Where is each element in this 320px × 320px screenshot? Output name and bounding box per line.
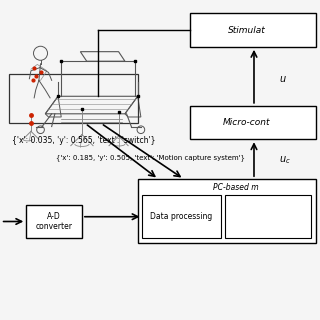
Text: Data processing: Data processing	[150, 212, 212, 221]
Text: Micro-cont: Micro-cont	[223, 118, 271, 127]
Bar	[142, 195, 220, 238]
Bar	[138, 179, 316, 243]
Text: $u_c$: $u_c$	[279, 154, 291, 166]
Text: PC-based m: PC-based m	[213, 183, 259, 192]
Text: $u$: $u$	[279, 74, 287, 84]
Text: Stimulat: Stimulat	[228, 26, 266, 35]
Bar	[9, 74, 138, 123]
Text: {'x': 0.185, 'y': 0.505, 'text': 'Motion capture system'}: {'x': 0.185, 'y': 0.505, 'text': 'Motion…	[56, 154, 245, 161]
Text: A-D
converter: A-D converter	[36, 212, 73, 231]
Text: {'x': 0.035, 'y': 0.565, 'text': 'switch'}: {'x': 0.035, 'y': 0.565, 'text': 'switch…	[12, 136, 155, 145]
Bar	[26, 204, 82, 238]
Bar	[190, 13, 316, 47]
Bar	[190, 106, 316, 139]
Bar	[225, 195, 311, 238]
